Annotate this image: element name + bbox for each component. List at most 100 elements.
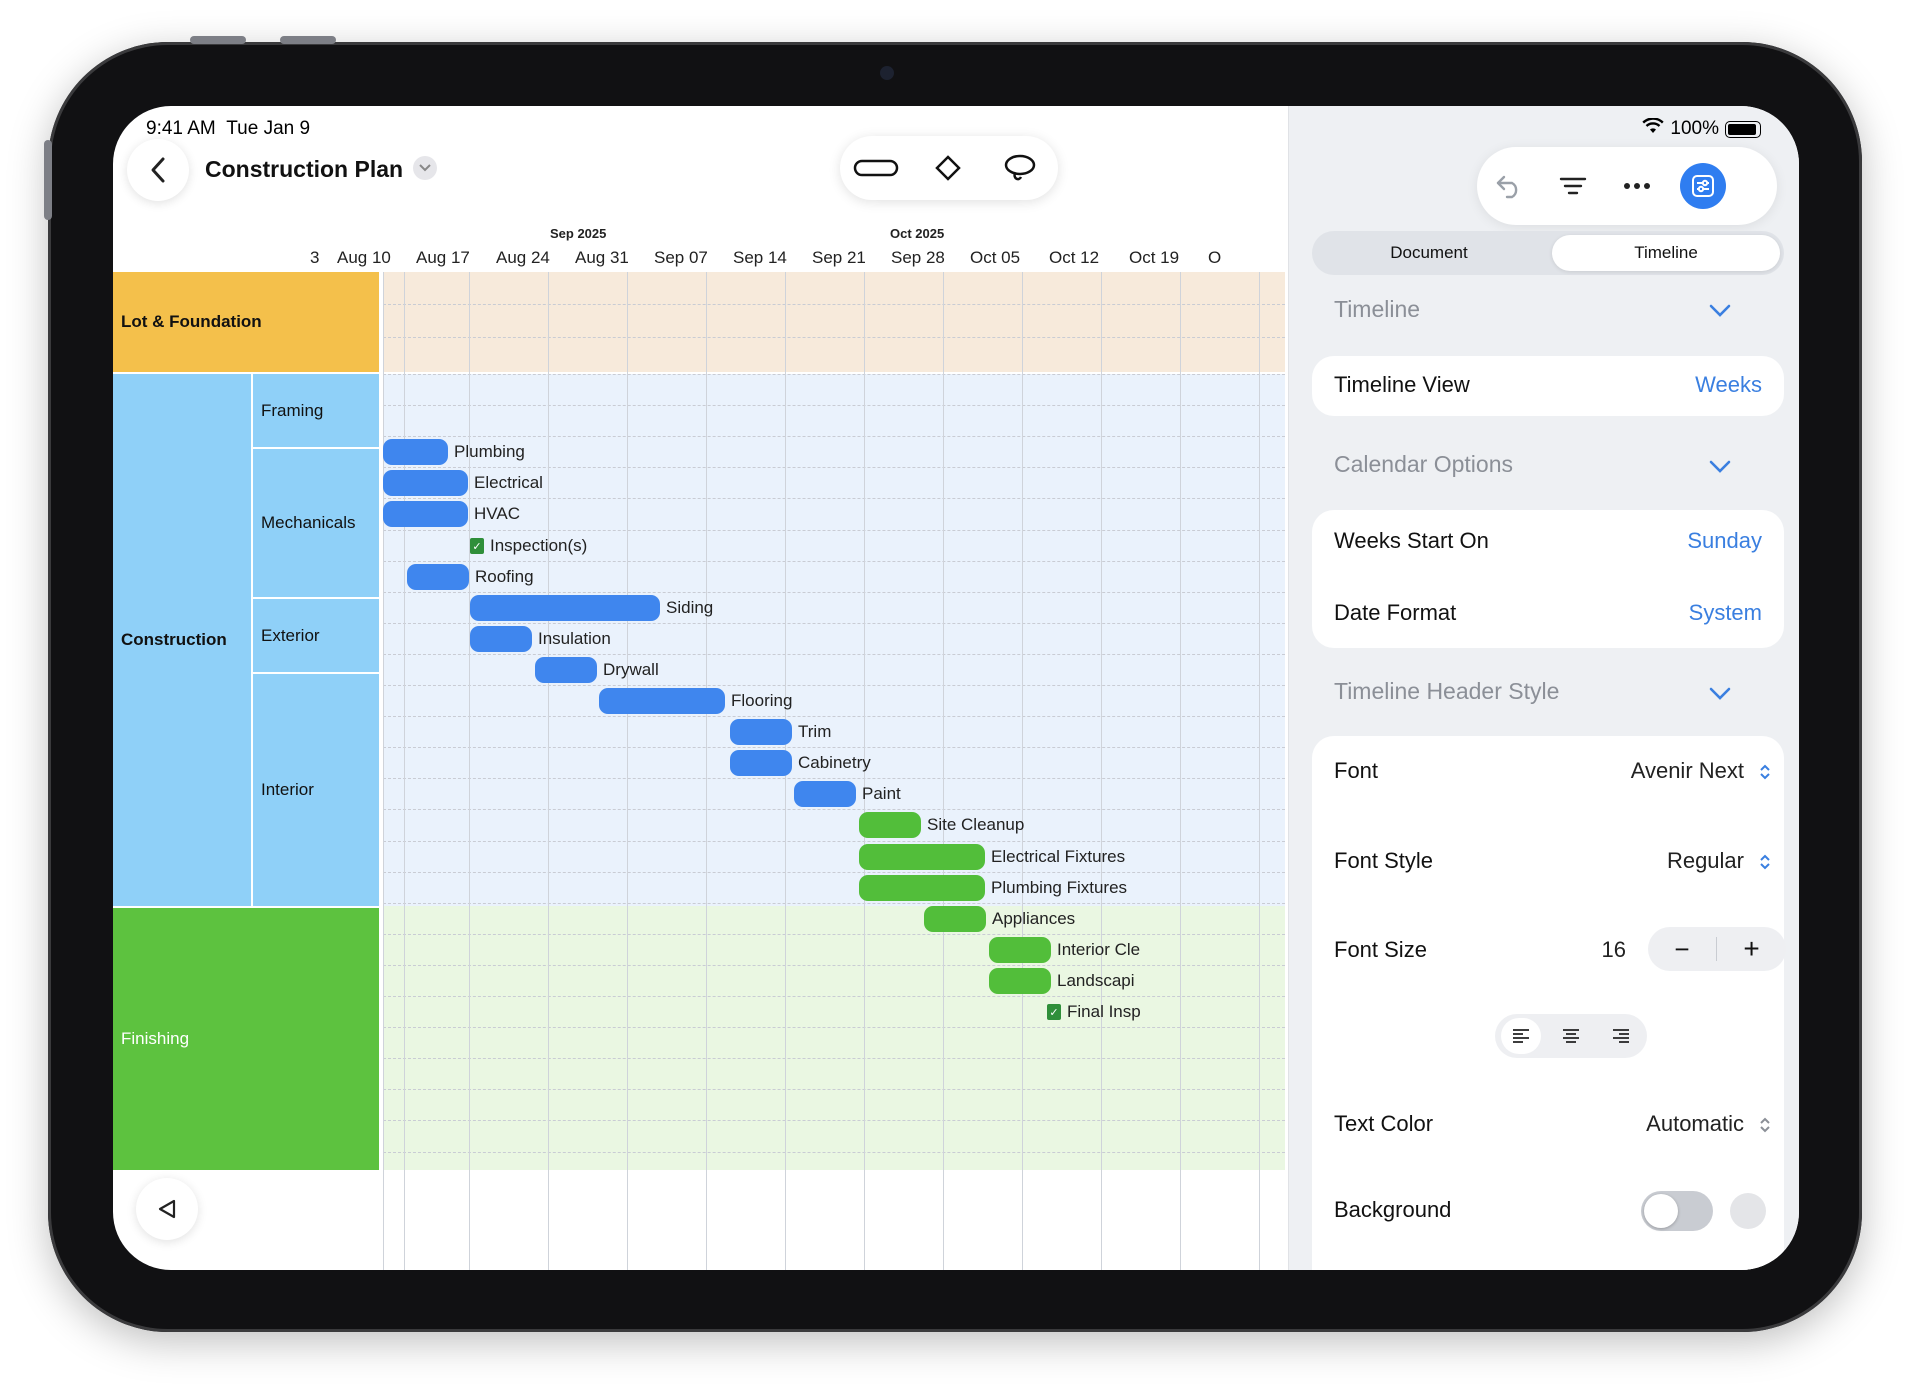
section-header-style-header[interactable]: Timeline Header Style	[1334, 678, 1560, 704]
section-calendar-header[interactable]: Calendar Options	[1334, 451, 1513, 477]
inspector-tabs: Document Timeline	[1312, 231, 1784, 275]
task-bar[interactable]	[470, 626, 532, 652]
task-bar[interactable]	[383, 501, 468, 527]
row-divider	[383, 747, 1285, 748]
collapse-sidebar-button[interactable]	[136, 1178, 198, 1240]
row-divider	[383, 374, 1285, 375]
updown-chevron-icon[interactable]	[1758, 1115, 1772, 1140]
task-bar[interactable]	[407, 564, 469, 590]
milestone-check-icon[interactable]: ✓	[1047, 1004, 1061, 1020]
task-label: HVAC	[474, 504, 520, 523]
week-gridline	[469, 272, 470, 1270]
task-bar[interactable]	[535, 657, 597, 683]
task-label: Flooring	[731, 691, 793, 710]
group-finishing[interactable]: Finishing	[113, 908, 379, 1170]
app-screen: 9:41 AM Tue Jan 9 100% Construction Plan…	[113, 106, 1799, 1270]
subgroup-framing[interactable]: Framing	[253, 374, 379, 447]
task-bar-icon[interactable]	[840, 136, 912, 200]
week-gridline	[1259, 272, 1260, 1270]
font-value[interactable]: Avenir Next	[1630, 758, 1744, 783]
week-gridline	[1180, 272, 1181, 1270]
chevron-down-icon[interactable]	[1709, 298, 1731, 324]
task-bar[interactable]	[383, 439, 448, 465]
lasso-icon[interactable]	[984, 136, 1056, 200]
task-bar[interactable]	[794, 781, 856, 807]
milestone-label: Final Insp	[1067, 1002, 1141, 1021]
band-finishing	[383, 906, 1285, 1170]
task-bar[interactable]	[859, 844, 985, 870]
task-label: Landscapi	[1057, 971, 1135, 990]
document-title[interactable]: Construction Plan	[205, 156, 404, 182]
more-icon[interactable]	[1605, 147, 1669, 225]
date-format-value[interactable]: System	[1688, 600, 1762, 625]
task-label: Siding	[666, 598, 714, 617]
row-divider	[383, 934, 1285, 935]
task-bar[interactable]	[730, 719, 792, 745]
task-label: Paint	[862, 784, 901, 803]
background-color-swatch[interactable]	[1730, 1193, 1766, 1229]
task-bar[interactable]	[859, 875, 985, 901]
task-label: Insulation	[538, 629, 611, 648]
weeks-start-value[interactable]: Sunday	[1687, 528, 1762, 553]
section-timeline-header[interactable]: Timeline	[1334, 296, 1421, 322]
group-construction[interactable]: Construction	[113, 374, 251, 906]
task-bar[interactable]	[470, 595, 660, 621]
subgroup-exterior[interactable]: Exterior	[253, 599, 379, 672]
milestone-diamond-icon[interactable]	[912, 136, 984, 200]
group-label: Mechanicals	[261, 513, 356, 532]
alignment-control	[1495, 1014, 1647, 1058]
font-style-value[interactable]: Regular	[1666, 848, 1744, 873]
row-divider	[383, 1089, 1285, 1090]
increment-button[interactable]: +	[1743, 933, 1760, 964]
stepper-divider	[1716, 937, 1717, 961]
align-right-icon[interactable]	[1601, 1018, 1641, 1054]
task-label: Electrical	[474, 473, 543, 492]
sliders-icon	[1680, 163, 1726, 209]
task-bar[interactable]	[730, 750, 792, 776]
header-style-card: Font Avenir Next Font Style Regular Font…	[1312, 736, 1786, 1270]
align-center-icon[interactable]	[1551, 1018, 1591, 1054]
week-gridline	[548, 272, 549, 1270]
group-label: Framing	[261, 400, 324, 420]
task-bar[interactable]	[859, 812, 921, 838]
task-bar[interactable]	[924, 906, 986, 932]
background-toggle[interactable]	[1641, 1191, 1713, 1231]
inspector-toggle-button[interactable]	[1673, 147, 1733, 225]
tab-document[interactable]: Document	[1390, 243, 1468, 262]
row-divider	[383, 1120, 1285, 1121]
align-left-icon[interactable]	[1501, 1018, 1541, 1054]
text-color-value[interactable]: Automatic	[1646, 1111, 1744, 1136]
subgroup-interior[interactable]: Interior	[253, 674, 379, 906]
task-bar[interactable]	[989, 968, 1051, 994]
font-size-stepper: − +	[1648, 927, 1786, 971]
task-bar[interactable]	[383, 470, 468, 496]
timeline-view-value[interactable]: Weeks	[1695, 372, 1762, 397]
chevron-down-icon[interactable]	[1709, 681, 1731, 707]
group-label: Lot & Foundation	[121, 312, 262, 331]
toggle-knob	[1644, 1194, 1678, 1228]
chevron-down-icon[interactable]	[1709, 454, 1731, 480]
week-gridline	[1101, 272, 1102, 1270]
subgroup-mechanicals[interactable]: Mechanicals	[253, 449, 379, 597]
decrement-button[interactable]: −	[1674, 933, 1690, 964]
filter-icon[interactable]	[1541, 147, 1605, 225]
tab-timeline[interactable]: Timeline	[1552, 235, 1780, 271]
task-bar[interactable]	[989, 937, 1051, 963]
row-divider	[383, 498, 1285, 499]
volume-button	[190, 36, 246, 44]
week-label: Oct 05	[970, 248, 1021, 267]
task-bar[interactable]	[599, 688, 725, 714]
row-divider	[383, 337, 1285, 338]
calendar-card: Weeks Start On Sunday Date Format System	[1312, 510, 1784, 648]
undo-icon[interactable]	[1477, 147, 1541, 225]
group-label: Finishing	[121, 1029, 190, 1048]
title-menu-chevron-icon[interactable]	[413, 156, 437, 180]
week-gridline	[864, 272, 865, 1270]
milestone-check-icon[interactable]: ✓	[470, 538, 484, 554]
updown-chevron-icon[interactable]	[1758, 762, 1772, 787]
group-lot-foundation[interactable]: Lot & Foundation	[113, 272, 379, 372]
row-divider	[383, 530, 1285, 531]
back-button[interactable]	[127, 139, 189, 201]
updown-chevron-icon[interactable]	[1758, 852, 1772, 877]
month-label: Oct 2025	[890, 226, 945, 241]
